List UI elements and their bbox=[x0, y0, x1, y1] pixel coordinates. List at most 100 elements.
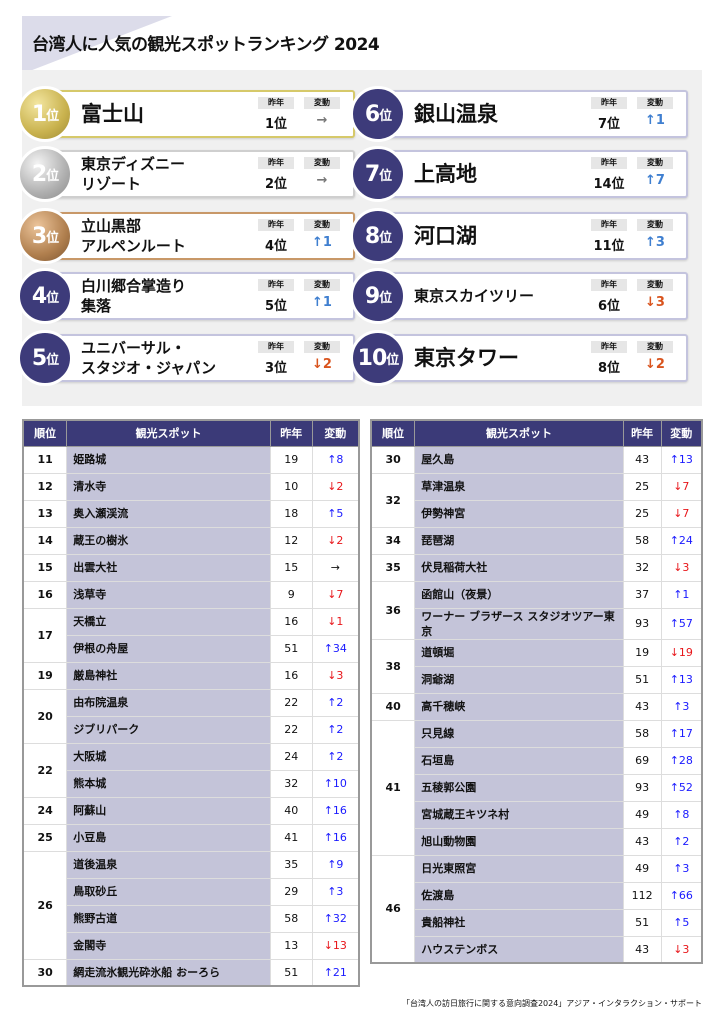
spot-name-cell: 貴船神社 bbox=[414, 908, 624, 937]
change-cell: ↑32 bbox=[311, 904, 360, 933]
table-row: ハウステンボス 43 ↓3 bbox=[371, 935, 703, 964]
prev-cell: 25 bbox=[622, 499, 662, 528]
spot-name-cell: 熊本城 bbox=[66, 769, 271, 798]
change-label: 変動 bbox=[637, 219, 673, 231]
prev-rank: 5位 bbox=[264, 299, 288, 314]
prev-cell: 19 bbox=[622, 638, 662, 667]
change-value: ↓2 bbox=[312, 357, 332, 372]
change-cell: ↓2 bbox=[311, 526, 360, 555]
ranking-table-left: 順位 観光スポット 昨年 変動 11 姫路城 19 ↑8 12 清水寺 10 ↓2 13 奥入瀬渓流 18 ↑… bbox=[22, 419, 360, 987]
rank-cell: 35 bbox=[370, 553, 416, 582]
spot-name-cell: 奥入瀬渓流 bbox=[66, 499, 271, 528]
prev-cell: 35 bbox=[269, 850, 313, 879]
prev-rank: 4位 bbox=[264, 239, 288, 254]
spot-name-cell: 鳥取砂丘 bbox=[66, 877, 271, 906]
table-row: 22 大阪城 24 ↑2 bbox=[22, 742, 360, 798]
change-value: ↓3 bbox=[645, 295, 665, 310]
prev-cell: 15 bbox=[269, 553, 313, 582]
change-value: ↓2 bbox=[645, 357, 665, 372]
table-row: ワーナー ブラザース スタジオツアー東京 93 ↑57 bbox=[371, 607, 703, 640]
column-header: 順位 bbox=[22, 419, 68, 447]
table-row: 40 高千穂峡 43 ↑3 bbox=[370, 692, 703, 721]
prev-rank: 3位 bbox=[264, 361, 288, 376]
prev-cell: 58 bbox=[622, 526, 662, 555]
rank-suffix: 位 bbox=[379, 168, 392, 184]
rank-cell: 38 bbox=[370, 638, 416, 694]
change-cell: ↑9 bbox=[311, 850, 360, 879]
prev-rank: 7位 bbox=[597, 117, 621, 132]
spot-name: 銀山温泉 bbox=[414, 102, 498, 126]
rank-number: 6 bbox=[364, 101, 380, 127]
rank-cell: 14 bbox=[22, 526, 68, 555]
rank-cell: 12 bbox=[22, 472, 68, 501]
spot-name-cell: 旭山動物園 bbox=[414, 827, 624, 856]
table-row: 36 函館山（夜景） 37 ↑1 bbox=[370, 580, 703, 640]
prev-cell: 10 bbox=[269, 472, 313, 501]
table-row: 金閣寺 13 ↓13 bbox=[23, 931, 360, 960]
change-value: ↑1 bbox=[312, 235, 332, 250]
table-row: 20 由布院温泉 22 ↑2 bbox=[22, 688, 360, 744]
spot-name-cell: 姫路城 bbox=[66, 445, 271, 474]
rank-cell: 19 bbox=[22, 661, 68, 690]
table-row: 35 伏見稲荷大社 32 ↓3 bbox=[370, 553, 703, 582]
spot-name: 立山黒部 アルペンルート bbox=[81, 217, 186, 255]
prev-cell: 37 bbox=[622, 580, 662, 609]
table-row: 30 網走流氷観光砕氷船 おーろら 51 ↑21 bbox=[22, 958, 360, 987]
change-cell: ↓3 bbox=[660, 935, 703, 964]
table-row: 熊野古道 58 ↑32 bbox=[23, 904, 360, 933]
change-cell: ↓13 bbox=[311, 931, 360, 960]
table-row: 32 草津温泉 25 ↓7 bbox=[370, 472, 703, 528]
spot-name-cell: 厳島神社 bbox=[66, 661, 271, 690]
change-cell: ↓1 bbox=[311, 607, 360, 636]
spot-name: ユニバーサル・ スタジオ・ジャパン bbox=[81, 339, 217, 377]
change-cell: ↑8 bbox=[311, 445, 360, 474]
spot-name-cell: ワーナー ブラザース スタジオツアー東京 bbox=[414, 607, 624, 640]
change-cell: ↑3 bbox=[660, 692, 703, 721]
table-row: 13 奥入瀬渓流 18 ↑5 bbox=[22, 499, 360, 528]
change-cell: → bbox=[311, 553, 360, 582]
change-cell: ↑2 bbox=[660, 827, 703, 856]
rank-suffix: 位 bbox=[46, 230, 59, 246]
prev-label: 昨年 bbox=[591, 279, 627, 291]
change-cell: ↑16 bbox=[311, 796, 360, 825]
table-row: 鳥取砂丘 29 ↑3 bbox=[23, 877, 360, 906]
spot-name-cell: 伏見稲荷大社 bbox=[414, 553, 624, 582]
change-cell: ↑3 bbox=[311, 877, 360, 906]
change-cell: ↑2 bbox=[311, 688, 360, 717]
spot-name: 白川郷合掌造り 集落 bbox=[81, 277, 187, 315]
prev-label: 昨年 bbox=[591, 219, 627, 231]
prev-label: 昨年 bbox=[258, 279, 294, 291]
spot-name-cell: 清水寺 bbox=[66, 472, 271, 501]
prev-cell: 12 bbox=[269, 526, 313, 555]
change-cell: ↓2 bbox=[311, 472, 360, 501]
table-row: 19 厳島神社 16 ↓3 bbox=[22, 661, 360, 690]
column-header: 変動 bbox=[660, 419, 703, 447]
spot-name-cell: 由布院温泉 bbox=[66, 688, 271, 717]
prev-cell: 40 bbox=[269, 796, 313, 825]
column-header: 変動 bbox=[311, 419, 360, 447]
spot-name-cell: 蔵王の樹氷 bbox=[66, 526, 271, 555]
spot-name-cell: 出雲大社 bbox=[66, 553, 271, 582]
change-value: ↑3 bbox=[645, 235, 665, 250]
change-cell: ↓19 bbox=[660, 638, 703, 667]
spot-name-cell: 浅草寺 bbox=[66, 580, 271, 609]
change-cell: ↑52 bbox=[660, 773, 703, 802]
change-label: 変動 bbox=[637, 157, 673, 169]
spot-name-cell: 草津温泉 bbox=[414, 472, 624, 501]
change-label: 変動 bbox=[637, 341, 673, 353]
change-value: → bbox=[316, 173, 328, 188]
table-row: 14 蔵王の樹氷 12 ↓2 bbox=[22, 526, 360, 555]
spot-name-cell: 石垣島 bbox=[414, 746, 624, 775]
spot-name-cell: 琵琶湖 bbox=[414, 526, 624, 555]
prev-rank: 1位 bbox=[264, 117, 288, 132]
prev-cell: 24 bbox=[269, 742, 313, 771]
rank-suffix: 位 bbox=[46, 352, 59, 368]
table-row: 17 天橋立 16 ↓1 bbox=[22, 607, 360, 663]
rank-cell: 17 bbox=[22, 607, 68, 663]
prev-cell: 69 bbox=[622, 746, 662, 775]
